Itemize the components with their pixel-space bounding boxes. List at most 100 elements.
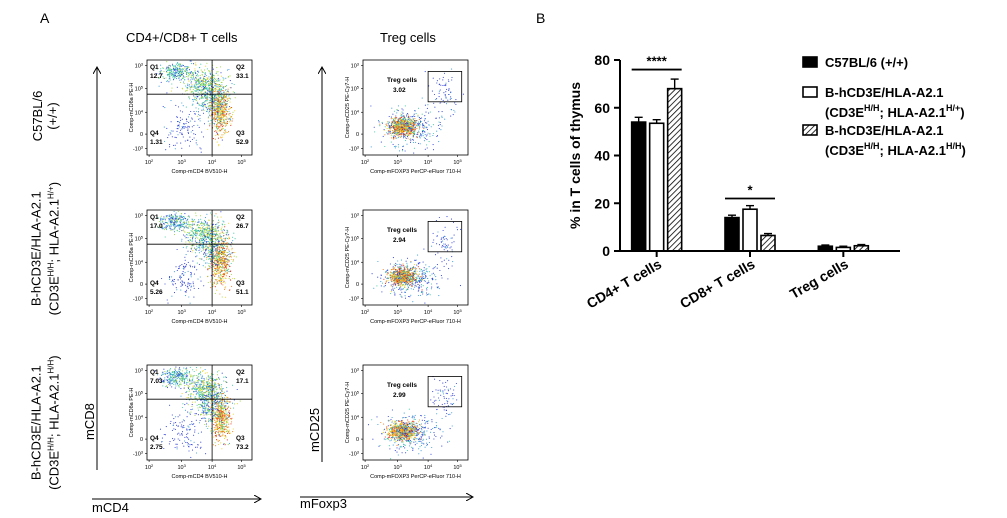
- legend-label: B-hCD3E/HLA-A2.1: [825, 85, 943, 100]
- quadrant-name-q1: Q1: [150, 214, 159, 221]
- treg-gate-value: 2.99: [393, 392, 406, 399]
- svg-text:102: 102: [361, 158, 370, 166]
- y-tick-label: 20: [594, 195, 610, 211]
- svg-text:104: 104: [424, 158, 433, 166]
- cd4-cd8-plot-2: Q117.0Q226.7Q45.26Q351.11031051040-10310…: [119, 202, 269, 332]
- bar: [650, 123, 664, 251]
- svg-text:104: 104: [208, 308, 217, 316]
- legend-label: C57BL/6 (+/+): [825, 55, 908, 70]
- svg-text:-103: -103: [133, 144, 144, 152]
- svg-text:103: 103: [135, 62, 144, 70]
- svg-text:102: 102: [145, 308, 154, 316]
- bar: [668, 89, 682, 251]
- legend-swatch: [803, 87, 817, 97]
- legend-swatch: [803, 125, 817, 135]
- svg-text:105: 105: [135, 235, 144, 243]
- svg-text:104: 104: [135, 258, 144, 266]
- x-tick-label: CD4+ T cells: [584, 256, 665, 312]
- svg-text:105: 105: [453, 158, 462, 166]
- big-x-label-mfoxp3: mFoxp3: [300, 496, 347, 511]
- big-x-label-mcd4: mCD4: [92, 500, 129, 515]
- plot-y-axis-label: Comp-mCD25 PE-Cy7-H: [345, 227, 351, 288]
- plot-y-axis-label: Comp-mCD8a PE-H: [129, 233, 135, 283]
- plot-y-axis-label: Comp-mCD8a PE-H: [129, 83, 135, 133]
- bar: [632, 122, 646, 251]
- treg-gate-value: 3.02: [393, 87, 406, 94]
- bar: [725, 218, 739, 251]
- quadrant-value-q3: 51.1: [236, 289, 249, 296]
- svg-text:103: 103: [177, 158, 186, 166]
- plot-x-axis-label: Comp-mCD4 BV510-H: [172, 474, 228, 480]
- svg-text:-103: -103: [133, 294, 144, 302]
- svg-text:104: 104: [351, 108, 360, 116]
- svg-text:103: 103: [135, 212, 144, 220]
- svg-text:0: 0: [140, 132, 143, 138]
- plot-x-axis-label: Comp-mCD4 BV510-H: [172, 319, 228, 325]
- plot-y-axis-label: Comp-mCD25 PE-Cy7-H: [345, 382, 351, 443]
- big-y-label-mcd8: mCD8: [82, 403, 97, 440]
- treg-gate-name: Treg cells: [387, 77, 417, 84]
- quadrant-value-q2: 33.1: [236, 73, 249, 80]
- quadrant-name-q1: Q1: [150, 369, 159, 376]
- significance-label: ****: [647, 54, 668, 69]
- quadrant-name-q2: Q2: [236, 64, 245, 71]
- svg-text:105: 105: [135, 85, 144, 93]
- legend-label: B-hCD3E/HLA-A2.1: [825, 123, 943, 138]
- quadrant-value-q4: 2.75: [150, 444, 163, 451]
- svg-text:103: 103: [177, 308, 186, 316]
- treg-gate-name: Treg cells: [387, 227, 417, 234]
- treg-gate-value: 2.94: [393, 237, 406, 244]
- quadrant-name-q2: Q2: [236, 369, 245, 376]
- y-tick-label: 60: [594, 100, 610, 116]
- quadrant-name-q3: Q3: [236, 130, 245, 137]
- bar: [743, 209, 757, 251]
- x-tick-label: Treg cells: [787, 256, 851, 302]
- cd4-cd8-plot-3: Q17.03Q217.1Q42.75Q373.21031051040-10310…: [119, 357, 269, 487]
- plot-x-axis-label: Comp-mFOXP3 PerCP-eFluor 710-H: [370, 474, 461, 480]
- y-tick-label: 0: [602, 243, 610, 259]
- y-tick-label: 40: [594, 148, 610, 164]
- quadrant-value-q4: 1.31: [150, 139, 163, 146]
- plot-x-axis-label: Comp-mFOXP3 PerCP-eFluor 710-H: [370, 169, 461, 175]
- plot-y-axis-label: Comp-mCD25 PE-Cy7-H: [345, 77, 351, 138]
- svg-text:-103: -103: [349, 144, 360, 152]
- legend-label-genotype: (CD3EH/H; HLA-A2.1H/+): [825, 103, 965, 120]
- quadrant-value-q3: 73.2: [236, 444, 249, 451]
- legend-swatch: [803, 57, 817, 67]
- quadrant-name-q2: Q2: [236, 214, 245, 221]
- quadrant-name-q4: Q4: [150, 435, 159, 442]
- svg-text:104: 104: [208, 158, 217, 166]
- quadrant-value-q4: 5.26: [150, 289, 163, 296]
- svg-text:105: 105: [237, 158, 246, 166]
- quadrant-name-q4: Q4: [150, 280, 159, 287]
- legend-label-genotype: (CD3EH/H; HLA-A2.1H/H): [825, 141, 966, 158]
- svg-text:105: 105: [237, 308, 246, 316]
- x-tick-label: CD8+ T cells: [677, 256, 758, 312]
- svg-text:0: 0: [356, 132, 359, 138]
- quadrant-value-q1: 17.0: [150, 223, 163, 230]
- cd4-cd8-plot-1: Q112.7Q233.1Q41.31Q352.91031051040-10310…: [119, 52, 269, 182]
- y-axis-title: % in T cells of thymus: [567, 82, 583, 229]
- quadrant-value-q2: 17.1: [236, 378, 249, 385]
- quadrant-name-q3: Q3: [236, 435, 245, 442]
- treg-gate-name: Treg cells: [387, 382, 417, 389]
- svg-text:104: 104: [135, 108, 144, 116]
- significance-label: *: [747, 182, 753, 197]
- quadrant-value-q2: 26.7: [236, 223, 249, 230]
- quadrant-value-q1: 12.7: [150, 73, 163, 80]
- svg-text:103: 103: [351, 62, 360, 70]
- plot-y-axis-label: Comp-mCD8a PE-H: [129, 388, 135, 438]
- quadrant-name-q4: Q4: [150, 130, 159, 137]
- quadrant-value-q3: 52.9: [236, 139, 249, 146]
- quadrant-value-q1: 7.03: [150, 378, 163, 385]
- svg-text:102: 102: [145, 158, 154, 166]
- plot-x-axis-label: Comp-mFOXP3 PerCP-eFluor 710-H: [370, 319, 461, 325]
- svg-text:0: 0: [140, 282, 143, 288]
- quadrant-name-q3: Q3: [236, 280, 245, 287]
- quadrant-name-q1: Q1: [150, 64, 159, 71]
- plot-x-axis-label: Comp-mCD4 BV510-H: [172, 169, 228, 175]
